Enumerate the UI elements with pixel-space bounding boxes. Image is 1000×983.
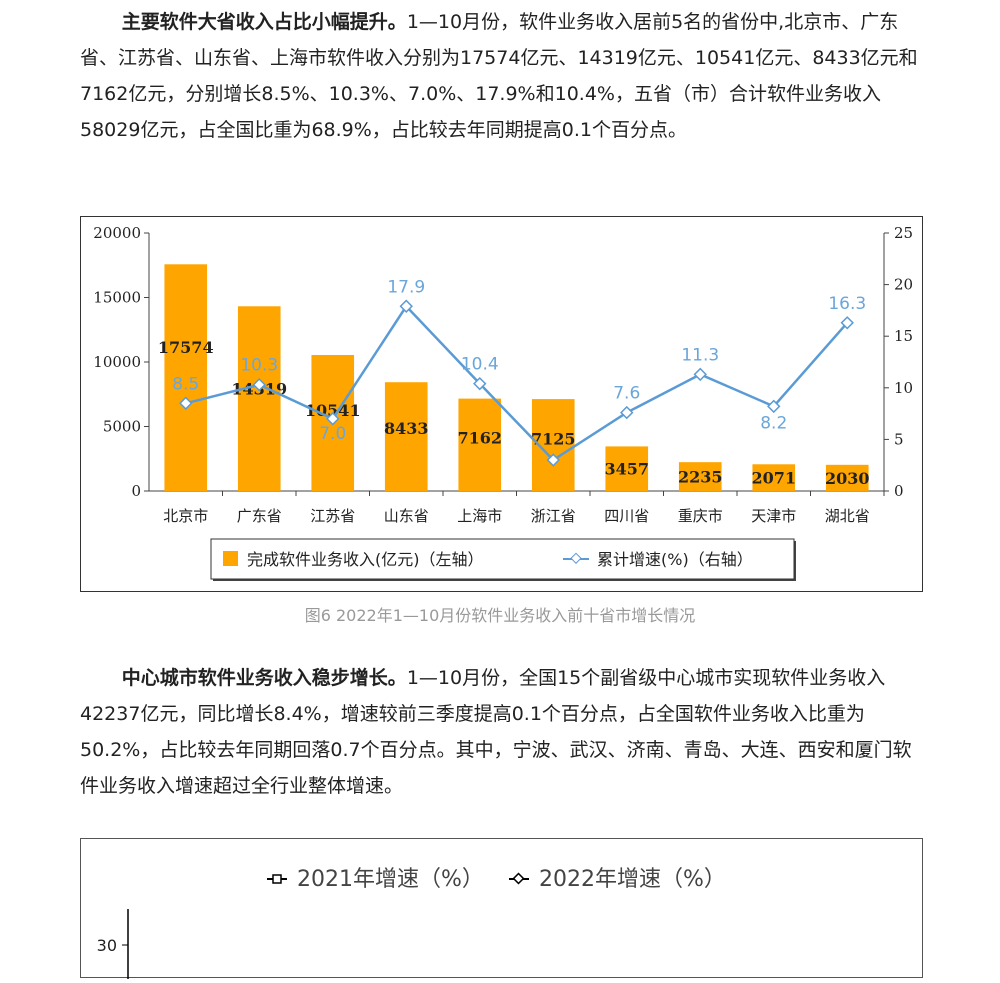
growth-point: [840, 316, 854, 330]
bar: [752, 464, 796, 491]
right-tick-label: 15: [894, 327, 913, 345]
growth-value-label: 7.6: [613, 384, 640, 404]
legend-box: [210, 538, 795, 580]
paragraph-2: 中心城市软件业务收入稳步增长。1—10月份，全国15个副省级中心城市实现软件业务…: [80, 660, 925, 804]
right-tick-label: 5: [894, 430, 904, 448]
y-tick-label: 30: [97, 936, 117, 955]
x-tick-label: 上海市: [457, 507, 502, 525]
paragraph-2-text: 1—10月份，全国15个副省级中心城市实现软件业务收入42237亿元，同比增长8…: [80, 667, 912, 797]
x-tick-label: 广东省: [237, 507, 282, 525]
left-tick-label: 15000: [93, 289, 141, 307]
legend-bar-swatch: [223, 551, 238, 566]
left-tick-label: 0: [131, 482, 141, 500]
bar-value-label: 2235: [678, 468, 723, 487]
growth-point: [399, 299, 413, 313]
bar: [458, 398, 502, 491]
paragraph-1-text: 1—10月份，软件业务收入居前5名的省份中,北京市、广东省、江苏省、山东省、上海…: [80, 11, 918, 141]
growth-point: [620, 405, 634, 420]
legend-2021-marker: [272, 874, 282, 884]
growth-point: [546, 453, 560, 467]
legend-2022-marker: [512, 872, 525, 885]
growth-value-label: 8.2: [760, 413, 787, 433]
bar: [384, 382, 428, 491]
x-tick-label: 江苏省: [310, 507, 355, 525]
x-tick-label: 天津市: [751, 507, 796, 525]
bar-value-label: 7162: [457, 428, 502, 447]
growth-point: [252, 377, 266, 392]
legend-line-label: 累计增速(%)（右轴）: [597, 550, 753, 569]
figure-caption: 图6 2022年1—10月份软件业务收入前十省市增长情况: [304, 606, 696, 625]
right-tick-label: 10: [894, 379, 913, 397]
paragraph-1-lead: 主要软件大省收入占比小幅提升。: [121, 11, 407, 33]
bar: [678, 462, 722, 491]
bar-value-label: 2030: [825, 469, 870, 488]
right-tick-label: 20: [894, 276, 913, 294]
x-tick-label: 浙江省: [531, 507, 576, 525]
left-tick-label: 10000: [93, 353, 141, 371]
growth-chart-svg: 2021年增速（%） 2022年增速（%） 30: [97, 867, 726, 979]
bar-value-label: 7125: [531, 430, 576, 449]
growth-value-label: 17.9: [387, 277, 425, 297]
paragraph-2-lead: 中心城市软件业务收入稳步增长。: [121, 667, 407, 689]
right-tick-label: 0: [894, 482, 904, 500]
left-tick-label: 5000: [103, 418, 141, 436]
x-tick-label: 湖北省: [825, 507, 870, 525]
growth-value-label: 8.5: [172, 374, 199, 394]
revenue-chart: 0 5000 10000 15000 20000 0 5 10 15 20 25 北京市 17574 广东…: [80, 216, 923, 592]
growth-point: [179, 396, 193, 410]
legend-bar-label: 完成软件业务收入(亿元)（左轴）: [247, 550, 484, 569]
bar-value-label: 10541: [305, 401, 361, 420]
bar-value-label: 3457: [604, 460, 649, 479]
growth-value-label: 10.4: [461, 355, 499, 375]
bar: [825, 464, 869, 491]
bar-value-label: 2071: [751, 469, 796, 488]
x-tick-label: 重庆市: [678, 507, 723, 525]
bar: [605, 446, 649, 491]
growth-point: [326, 412, 340, 426]
growth-value-label: 16.3: [828, 294, 866, 314]
bar-value-label: 17574: [158, 338, 214, 357]
revenue-chart-svg: 0 5000 10000 15000 20000 0 5 10 15 20 25 北京市 17574 广东…: [93, 224, 913, 581]
legend-line-marker: [570, 552, 582, 564]
growth-point: [693, 367, 707, 382]
growth-value-label: 10.3: [240, 356, 278, 376]
growth-chart: 2021年增速（%） 2022年增速（%） 30: [80, 838, 923, 979]
bar: [164, 264, 208, 491]
growth-line: [185, 304, 849, 462]
bar: [237, 306, 281, 491]
growth-point: [473, 376, 487, 391]
paragraph-1: 主要软件大省收入占比小幅提升。1—10月份，软件业务收入居前5名的省份中,北京市…: [80, 4, 925, 148]
bar-value-label: 8433: [384, 419, 429, 438]
growth-point: [767, 399, 781, 414]
legend-2022-label: 2022年增速（%）: [539, 867, 726, 892]
x-tick-label: 山东省: [384, 507, 429, 525]
growth-value-label: 11.3: [681, 345, 719, 365]
x-tick-label: 北京市: [163, 507, 208, 525]
growth-value-label: 7.0: [319, 424, 346, 444]
right-tick-label: 25: [894, 224, 913, 242]
legend-2021-label: 2021年增速（%）: [297, 867, 484, 892]
x-tick-label: 四川省: [604, 507, 649, 525]
left-tick-label: 20000: [93, 224, 141, 242]
